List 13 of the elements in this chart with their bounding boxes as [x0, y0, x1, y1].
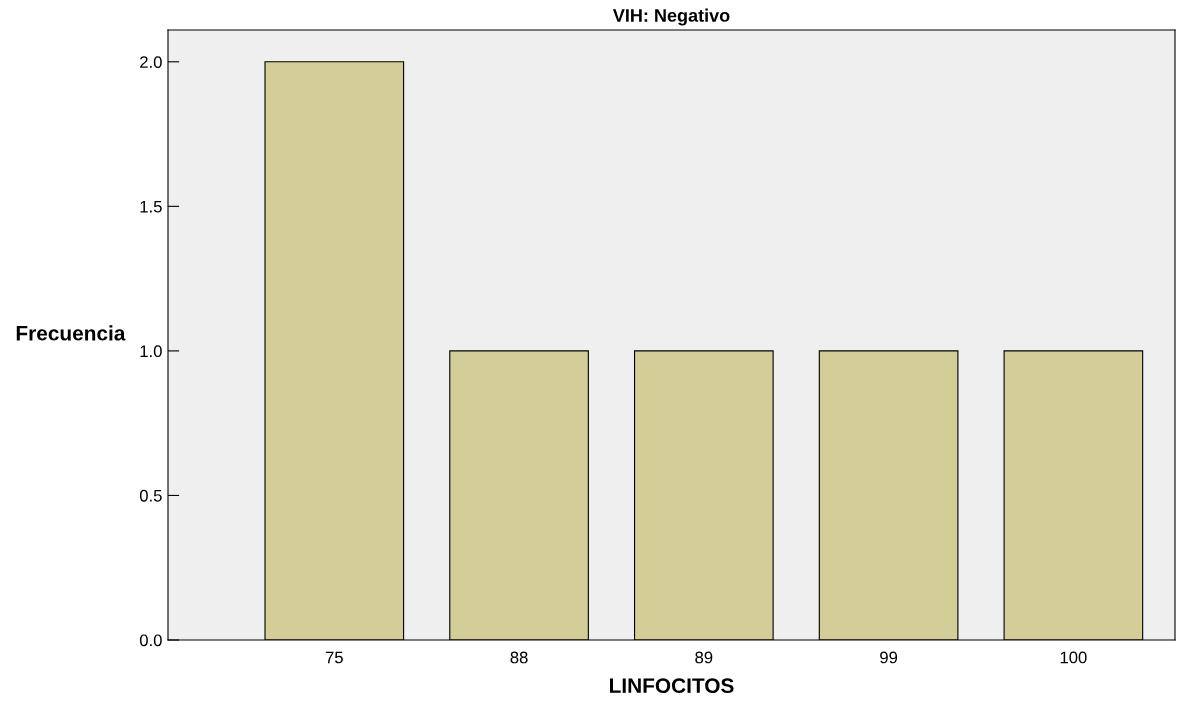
- x-tick-label: 89: [695, 651, 713, 664]
- y-axis-title: Frecuencia: [16, 325, 126, 341]
- x-axis-title: LINFOCITOS: [610, 678, 734, 694]
- x-tick-label: 99: [880, 651, 898, 664]
- y-tick-label: 0.5: [139, 489, 162, 502]
- chart-title: VIH: Negativo: [612, 8, 730, 26]
- y-tick-label: 1.0: [140, 345, 162, 358]
- y-tick-label: 0.0: [139, 634, 162, 647]
- x-tick-label: 100: [1060, 651, 1087, 664]
- x-tick-label: 75: [325, 651, 343, 664]
- y-tick-label: 1.5: [140, 200, 162, 213]
- x-tick-label: 88: [510, 651, 528, 664]
- y-tick-label: 2.0: [140, 56, 162, 68]
